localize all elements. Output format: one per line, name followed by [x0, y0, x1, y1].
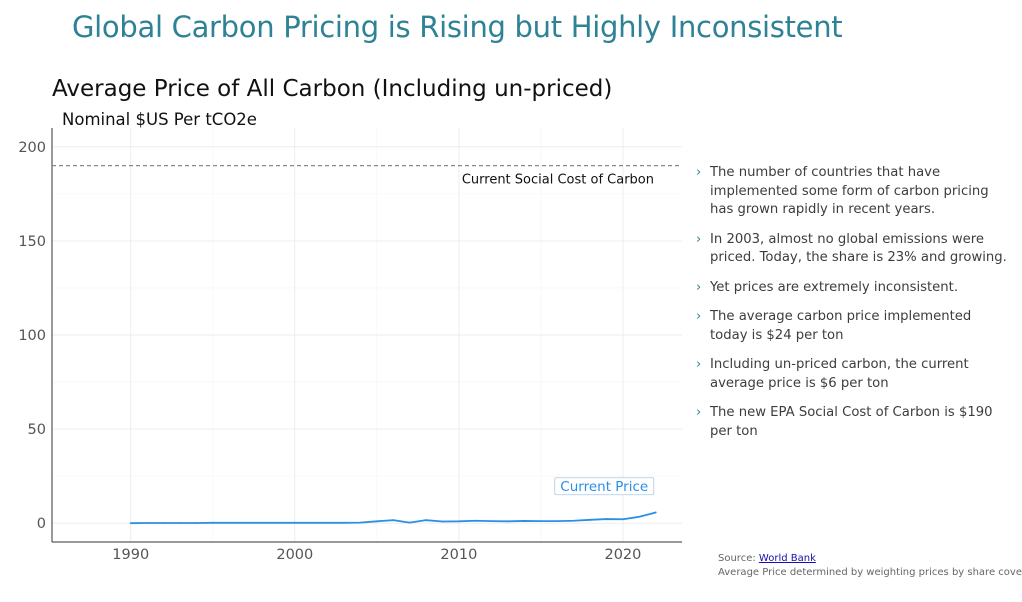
- data-point: [474, 519, 477, 522]
- data-point: [359, 521, 362, 524]
- data-point: [261, 521, 263, 524]
- chevron-right-icon: ›: [696, 165, 702, 180]
- data-point: [622, 518, 624, 521]
- reference-line-label: Current Social Cost of Carbon: [462, 173, 654, 188]
- chevron-right-icon: ›: [696, 279, 702, 295]
- data-point: [589, 518, 592, 521]
- chart-axes: 0 50 100 150 200 1990 2000 2010 2020: [18, 128, 682, 563]
- label-layer: Current Price: [554, 477, 655, 496]
- data-point: [310, 521, 313, 524]
- data-point: [277, 521, 280, 524]
- bullet-text: The new EPA Social Cost of Carbon is $19…: [710, 405, 993, 439]
- data-point: [457, 520, 460, 523]
- data-point: [572, 519, 575, 522]
- data-point: [556, 520, 559, 523]
- y-tick-label: 0: [37, 516, 46, 532]
- data-point: [408, 521, 411, 524]
- source-note: Source: World Bank Average Price determi…: [718, 552, 1022, 580]
- data-point: [654, 511, 657, 514]
- x-tick-label: 1990: [112, 547, 149, 563]
- y-tick-label: 100: [18, 328, 46, 344]
- chevron-right-icon: ›: [696, 309, 702, 324]
- slide-title: Global Carbon Pricing is Rising but High…: [72, 10, 843, 44]
- data-point: [490, 520, 493, 523]
- bullet-text: The number of countries that have implem…: [710, 165, 989, 217]
- end-label-current-price: Current Price: [560, 479, 648, 495]
- bullet-text: Yet prices are extremely inconsistent.: [710, 279, 959, 295]
- end-label-box: [554, 477, 655, 496]
- data-point: [523, 520, 526, 522]
- source-prefix: Source:: [718, 553, 759, 564]
- bullet-text: In 2003, almost no global emissions were…: [710, 231, 1007, 266]
- chevron-right-icon: ›: [696, 231, 702, 247]
- x-tick-label: 2010: [440, 547, 477, 563]
- data-point: [326, 521, 329, 524]
- data-point: [179, 522, 181, 524]
- data-point: [129, 522, 132, 525]
- y-tick-label: 150: [18, 234, 46, 250]
- data-point: [638, 515, 641, 518]
- data-point: [507, 520, 509, 523]
- bullet-item: › Including un-priced carbon, the current…: [692, 356, 1010, 393]
- series-line-current-price: [130, 511, 656, 525]
- source-line: Source: World Bank: [718, 552, 1022, 566]
- chart-title: Average Price of All Carbon (Including u…: [52, 76, 613, 102]
- bullet-item: › The new EPA Social Cost of Carbon is $1…: [692, 404, 1010, 441]
- bullet-item: › The number of countries that have imple…: [692, 164, 1010, 220]
- data-point: [425, 519, 427, 522]
- bullet-text: Including un-priced carbon, the current …: [710, 357, 969, 391]
- series-layer: [129, 511, 657, 525]
- data-point: [293, 521, 296, 524]
- bullet-item: › Yet prices are extremely inconsistent.: [692, 279, 1010, 298]
- data-point: [162, 522, 165, 524]
- bullet-item: › In 2003, almost no global emissions wer…: [692, 231, 1010, 268]
- data-point: [244, 521, 247, 524]
- bullet-text: The average carbon price implemented tod…: [710, 309, 972, 343]
- y-tick-label: 200: [18, 140, 46, 156]
- source-link[interactable]: World Bank: [758, 553, 816, 564]
- chart-grid: [52, 128, 682, 542]
- data-point: [540, 520, 542, 523]
- data-point: [343, 521, 345, 524]
- y-tick-label: 50: [28, 422, 46, 438]
- chevron-right-icon: ›: [696, 405, 702, 420]
- data-point: [441, 520, 444, 523]
- x-tick-label: 2000: [276, 547, 313, 563]
- x-tick-label: 2020: [604, 547, 641, 563]
- bullet-list: › The number of countries that have imple…: [692, 164, 1010, 452]
- reference-line-group: Current Social Cost of Carbon: [52, 164, 682, 188]
- data-point: [211, 521, 214, 524]
- bullet-item: › The average carbon price implemented to…: [692, 308, 1010, 345]
- data-point: [375, 520, 378, 523]
- chart-y-axis-label: Nominal $US Per tCO2e: [62, 110, 257, 129]
- data-point: [228, 521, 231, 524]
- data-point: [146, 522, 149, 524]
- chevron-right-icon: ›: [696, 357, 702, 372]
- data-point: [392, 519, 395, 522]
- source-method-note: Average Price determined by weighting pr…: [718, 567, 1022, 578]
- data-point: [605, 518, 608, 520]
- data-point: [195, 522, 198, 524]
